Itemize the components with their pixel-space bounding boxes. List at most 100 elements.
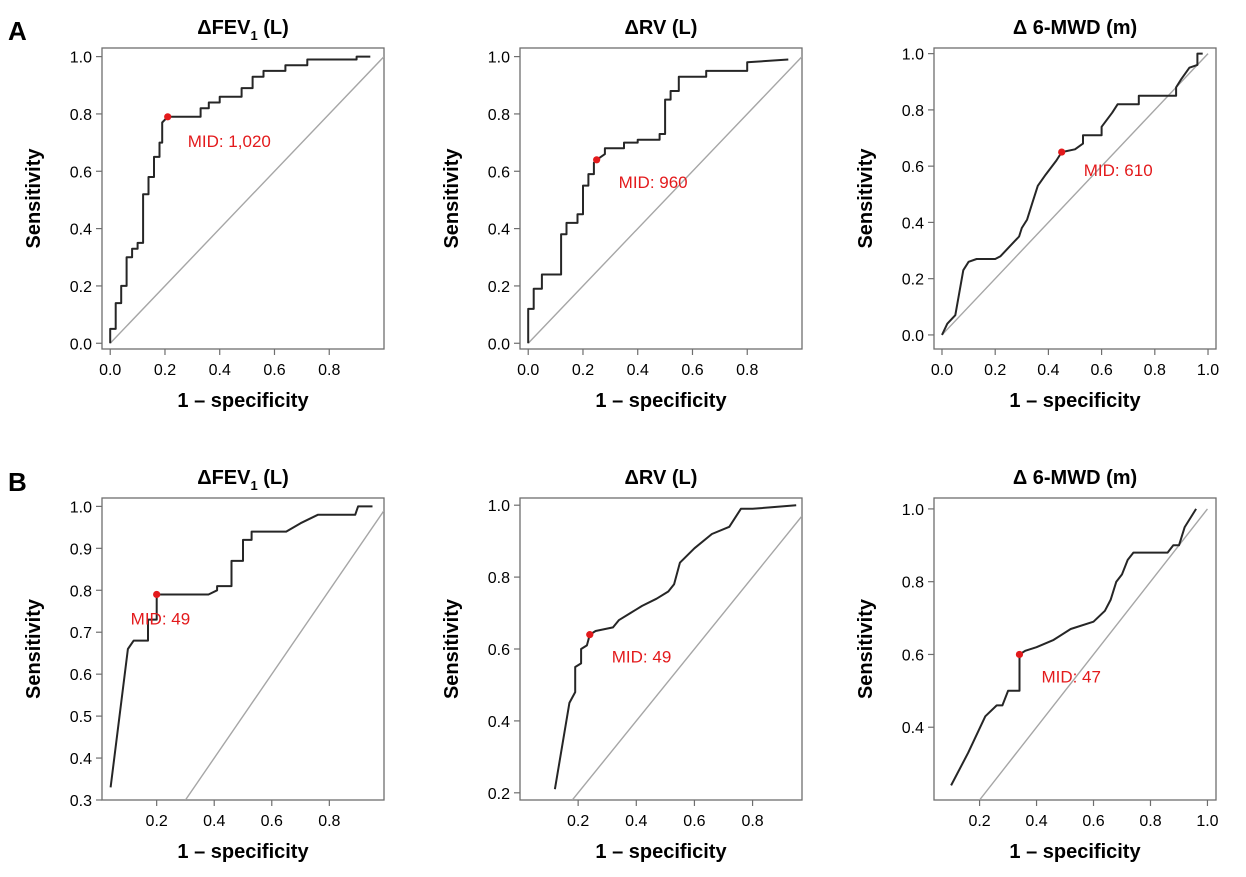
chart-title-main: ΔFEV bbox=[197, 467, 251, 489]
x-tick-label: 0.6 bbox=[681, 362, 703, 379]
y-tick-label: 1.0 bbox=[488, 498, 510, 515]
chart-title-main: ΔFEV bbox=[197, 17, 251, 39]
mid-point-marker bbox=[164, 113, 172, 121]
y-tick-label: 0.6 bbox=[902, 647, 924, 664]
y-axis-label: Sensitivity bbox=[441, 148, 463, 249]
chart-title: ΔRV (L) bbox=[625, 17, 698, 39]
plot-frame bbox=[933, 497, 1217, 801]
y-tick-label: 0.6 bbox=[902, 159, 924, 176]
mid-label: MID: 49 bbox=[131, 609, 191, 628]
y-tick-label: 0.8 bbox=[902, 103, 924, 120]
roc-curve bbox=[109, 505, 373, 788]
x-tick-label: 0.8 bbox=[741, 813, 763, 830]
x-tick-label: 0.8 bbox=[318, 813, 340, 830]
x-tick-label: 1.0 bbox=[1196, 813, 1218, 830]
chart-grid: ΔFEV1 (L) MID: 1,020 0.0 0.2 0.4 0.6 0.8 0.0 0.2… bbox=[23, 17, 1219, 863]
chart-title: ΔRV (L) bbox=[625, 467, 698, 489]
y-tick-label: 0.4 bbox=[70, 751, 92, 768]
x-tick-label: 0.4 bbox=[203, 813, 225, 830]
x-tick-label: 0.8 bbox=[736, 362, 758, 379]
x-tick-label: 0.2 bbox=[572, 362, 594, 379]
y-tick-label: 0.8 bbox=[70, 583, 92, 600]
x-tick-label: 0.8 bbox=[1139, 813, 1161, 830]
x-tick-label: 0.0 bbox=[931, 362, 953, 379]
y-tick-label: 0.6 bbox=[70, 164, 92, 181]
roc-chart-1: ΔFEV1 (L) MID: 1,020 0.0 0.2 0.4 0.6 0.8 0.0 0.2… bbox=[23, 17, 385, 412]
y-tick-label: 0.0 bbox=[902, 328, 924, 345]
x-tick-label: 0.6 bbox=[263, 362, 285, 379]
x-tick-label: 1.0 bbox=[1197, 362, 1219, 379]
mid-point-marker bbox=[593, 156, 601, 164]
y-tick-label: 0.2 bbox=[902, 272, 924, 289]
mid-point-marker bbox=[153, 590, 161, 599]
y-tick-label: 0.8 bbox=[488, 107, 510, 124]
y-tick-label: 1.0 bbox=[902, 502, 924, 519]
panel-label-b: B bbox=[8, 467, 27, 497]
y-axis-label: Sensitivity bbox=[855, 598, 877, 699]
roc-curve bbox=[950, 508, 1197, 786]
mid-label: MID: 1,020 bbox=[188, 132, 271, 151]
mid-point-marker bbox=[586, 631, 594, 639]
x-axis-label: 1 – specificity bbox=[1009, 841, 1141, 863]
x-tick-label: 0.2 bbox=[567, 813, 589, 830]
x-tick-label: 0.4 bbox=[1025, 813, 1047, 830]
y-tick-label: 0.2 bbox=[488, 786, 510, 803]
x-tick-label: 0.8 bbox=[1144, 362, 1166, 379]
x-tick-label: 0.6 bbox=[1090, 362, 1112, 379]
mid-label: MID: 960 bbox=[619, 173, 688, 192]
y-tick-label: 0.6 bbox=[70, 667, 92, 684]
y-tick-label: 0.3 bbox=[70, 793, 92, 810]
y-tick-label: 0.4 bbox=[902, 720, 924, 737]
y-tick-label: 0.4 bbox=[902, 215, 924, 232]
y-tick-label: 0.5 bbox=[70, 709, 92, 726]
roc-curve bbox=[109, 55, 371, 344]
y-tick-label: 0.6 bbox=[488, 642, 510, 659]
y-axis-label: Sensitivity bbox=[855, 148, 877, 249]
y-tick-label: 0.4 bbox=[70, 222, 92, 239]
y-axis-label: Sensitivity bbox=[23, 598, 45, 699]
roc-chart-2: ΔRV (L) MID: 960 0.0 0.2 0.4 0.6 0.8 0.0 0.2 0.4 0… bbox=[441, 17, 803, 412]
roc-curve bbox=[527, 58, 789, 344]
reference-diagonal-line bbox=[979, 508, 1209, 800]
chart-title-main: Δ 6-MWD (m) bbox=[1013, 17, 1137, 39]
mid-point-marker bbox=[1015, 650, 1024, 659]
chart-title: ΔFEV1 (L) bbox=[197, 467, 289, 493]
plot-frame bbox=[519, 47, 803, 350]
y-tick-label: 1.0 bbox=[902, 47, 924, 64]
y-tick-label: 0.8 bbox=[902, 575, 924, 592]
x-tick-label: 0.4 bbox=[209, 362, 231, 379]
y-tick-label: 1.0 bbox=[70, 50, 92, 67]
y-tick-label: 1.0 bbox=[488, 50, 510, 67]
y-tick-label: 0.8 bbox=[488, 570, 510, 587]
chart-title-main: ΔRV (L) bbox=[625, 467, 698, 489]
y-tick-label: 0.6 bbox=[488, 164, 510, 181]
roc-chart-6: Δ 6-MWD (m) MID: 47 0.2 0.4 0.6 0.8 1.0 0.4 0.6 0… bbox=[855, 467, 1219, 863]
x-tick-label: 0.0 bbox=[99, 362, 121, 379]
x-tick-label: 0.0 bbox=[517, 362, 539, 379]
y-tick-label: 0.7 bbox=[70, 625, 92, 642]
x-axis-label: 1 – specificity bbox=[1009, 390, 1141, 412]
mid-label: MID: 47 bbox=[1041, 667, 1101, 686]
mid-point-marker bbox=[1058, 148, 1066, 156]
mid-label: MID: 610 bbox=[1084, 161, 1153, 180]
chart-title: Δ 6-MWD (m) bbox=[1013, 17, 1137, 39]
y-axis-label: Sensitivity bbox=[23, 148, 45, 249]
reference-diagonal-line bbox=[941, 53, 1209, 336]
roc-chart-4: ΔFEV1 (L) MID: 49 0.2 0.4 0.6 0.8 0.3 0.4 0.5 0.6… bbox=[23, 467, 385, 863]
x-axis-label: 1 – specificity bbox=[177, 390, 309, 412]
plot-frame bbox=[933, 47, 1217, 350]
x-axis-label: 1 – specificity bbox=[595, 841, 727, 863]
plot-frame bbox=[101, 47, 385, 350]
y-tick-label: 0.0 bbox=[488, 336, 510, 353]
reference-diagonal-line bbox=[109, 56, 384, 344]
chart-title-unit: (L) bbox=[258, 17, 289, 39]
reference-diagonal-line bbox=[571, 515, 802, 800]
mid-label: MID: 49 bbox=[612, 648, 672, 667]
y-tick-label: 0.8 bbox=[70, 107, 92, 124]
y-tick-label: 0.2 bbox=[488, 279, 510, 296]
y-tick-label: 1.0 bbox=[70, 499, 92, 516]
x-tick-label: 0.6 bbox=[683, 813, 705, 830]
x-tick-label: 0.6 bbox=[261, 813, 283, 830]
x-tick-label: 0.2 bbox=[146, 813, 168, 830]
